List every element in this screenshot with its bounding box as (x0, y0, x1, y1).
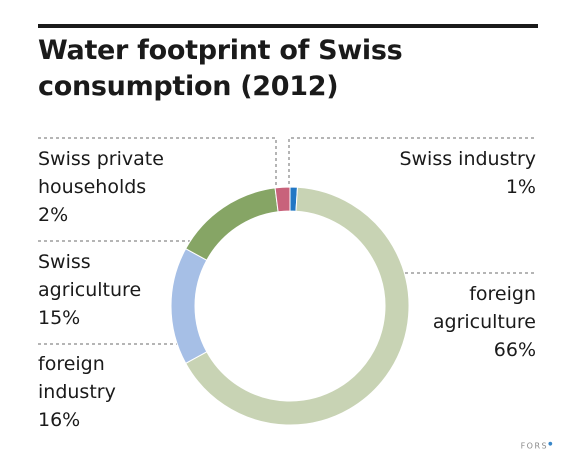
label-swiss-industry: Swiss industry 1% (399, 145, 536, 201)
chart-title: Water footprint of Swiss consumption (20… (38, 35, 403, 102)
label-swiss-industry-line-1: Swiss industry (399, 148, 536, 170)
label-households-line-2: households (38, 176, 147, 198)
donut-slice-4 (274, 186, 291, 213)
donut-slice-1 (185, 186, 410, 426)
donut-slice-3 (185, 187, 279, 261)
donut-slice-2 (170, 247, 208, 365)
label-foreign-industry-line-1: foreign (38, 353, 105, 375)
leader-line-swiss-industry (288, 137, 536, 190)
label-swiss-agriculture-line-3: 15% (38, 307, 81, 329)
label-foreign-industry: foreign industry 16% (38, 350, 116, 434)
label-households-line-1: Swiss private (38, 148, 164, 170)
brand-mark-icon: ● (548, 441, 554, 448)
label-swiss-private-households: Swiss private households 2% (38, 145, 164, 229)
label-swiss-agriculture-line-1: Swiss (38, 251, 91, 273)
label-households-line-3: 2% (38, 204, 69, 226)
label-foreign-agriculture: foreign agriculture 66% (433, 280, 536, 364)
label-swiss-agriculture-line-2: agriculture (38, 279, 142, 301)
brand-footer: FORS● (521, 441, 554, 451)
label-foreign-agriculture-line-1: foreign (469, 283, 536, 305)
label-swiss-industry-line-2: 1% (505, 176, 536, 198)
brand-text: FORS (520, 442, 549, 451)
label-foreign-industry-line-2: industry (38, 381, 116, 403)
leader-line-swiss-private-households (38, 137, 277, 191)
label-swiss-agriculture: Swiss agriculture 15% (38, 248, 141, 332)
label-foreign-industry-line-3: 16% (38, 409, 81, 431)
label-foreign-agriculture-line-3: 66% (493, 339, 536, 361)
label-foreign-agriculture-line-2: agriculture (432, 311, 536, 333)
title-rule (38, 24, 538, 28)
